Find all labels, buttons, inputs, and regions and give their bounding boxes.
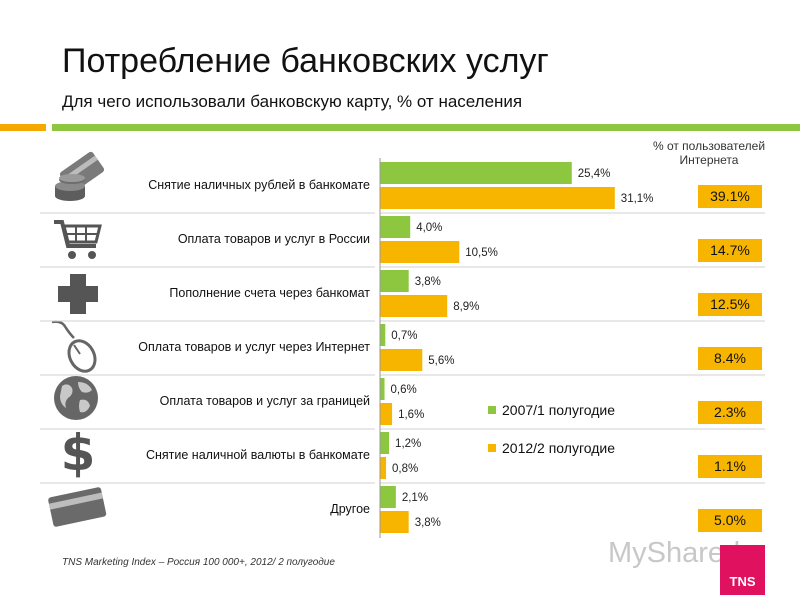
legend-swatch-2012	[488, 444, 496, 452]
coins-card-icon	[55, 151, 105, 201]
bar-value-label: 25,4%	[578, 168, 611, 180]
category-label: Другое	[330, 502, 370, 516]
bar-value-label: 3,8%	[415, 517, 441, 529]
internet-users-badge: 12.5%	[698, 293, 762, 316]
bar-2012	[380, 403, 393, 425]
bar-2012	[380, 241, 460, 263]
bar-value-label: 8,9%	[453, 301, 479, 313]
internet-users-badge: 2.3%	[698, 401, 762, 424]
bar-2007	[380, 216, 411, 238]
bar-value-label: 10,5%	[465, 247, 498, 259]
legend-item-2007: 2007/1 полугодие	[488, 402, 615, 418]
internet-users-header-line2: Интернета	[679, 153, 739, 167]
bar-2007	[380, 270, 409, 292]
bar-2007	[380, 162, 572, 184]
bar-value-label: 1,6%	[398, 409, 424, 421]
page-subtitle: Для чего использовали банковскую карту, …	[62, 92, 523, 111]
bar-2012	[380, 511, 409, 533]
legend-label-2007: 2007/1 полугодие	[502, 402, 615, 418]
category-label: Снятие наличных рублей в банкомате	[148, 178, 370, 192]
legend-label-2012: 2012/2 полугодие	[502, 440, 615, 456]
internet-users-badge: 14.7%	[698, 239, 762, 262]
category-label: Пополнение счета через банкомат	[169, 286, 370, 300]
category-label: Снятие наличной валюты в банкомате	[145, 448, 370, 462]
accent-bar-green	[52, 124, 800, 131]
bar-2007	[380, 486, 396, 508]
internet-users-header: % от пользователей Интернета	[650, 139, 768, 167]
mouse-icon	[51, 320, 97, 373]
tns-logo-text: TNS	[729, 574, 756, 589]
bar-2007	[380, 432, 390, 454]
plus-cross-icon	[58, 274, 98, 314]
bar-value-label: 0,6%	[391, 384, 417, 396]
bar-2012	[380, 349, 423, 371]
bar-2012	[380, 457, 387, 479]
page-title: Потребление банковских услуг	[62, 42, 549, 80]
bar-value-label: 1,2%	[395, 438, 421, 450]
bar-value-label: 31,1%	[621, 193, 654, 205]
bar-value-label: 4,0%	[416, 222, 442, 234]
legend-item-2012: 2012/2 полугодие	[488, 440, 615, 456]
internet-users-badge: 1.1%	[698, 455, 762, 478]
svg-text:$: $	[61, 424, 96, 478]
watermark: MyShared	[608, 537, 741, 569]
category-label: Оплата товаров и услуг через Интернет	[138, 340, 370, 354]
internet-users-badge: 8.4%	[698, 347, 762, 370]
bar-2012	[380, 187, 615, 209]
bar-2012	[380, 295, 448, 317]
category-label: Оплата товаров и услуг в России	[177, 232, 370, 246]
bar-value-label: 2,1%	[402, 492, 428, 504]
accent-bar-orange	[0, 124, 46, 131]
shopping-cart-icon	[54, 220, 102, 259]
bar-2007	[380, 378, 385, 400]
dollar-icon: $	[61, 424, 96, 478]
internet-users-header-line1: % от пользователей	[652, 139, 766, 153]
bar-value-label: 5,6%	[428, 355, 454, 367]
tns-logo: TNS	[720, 545, 765, 595]
bar-value-label: 0,7%	[391, 330, 417, 342]
bar-2007	[380, 324, 386, 346]
bar-value-label: 3,8%	[415, 276, 441, 288]
credit-card-icon	[48, 487, 107, 527]
globe-icon	[54, 376, 98, 420]
bar-value-label: 0,8%	[392, 463, 418, 475]
category-label: Оплата товаров и услуг за границей	[159, 394, 370, 408]
internet-users-badge: 39.1%	[698, 185, 762, 208]
source-note: TNS Marketing Index – Россия 100 000+, 2…	[62, 557, 335, 568]
legend-swatch-2007	[488, 406, 496, 414]
internet-users-badge: 5.0%	[698, 509, 762, 532]
